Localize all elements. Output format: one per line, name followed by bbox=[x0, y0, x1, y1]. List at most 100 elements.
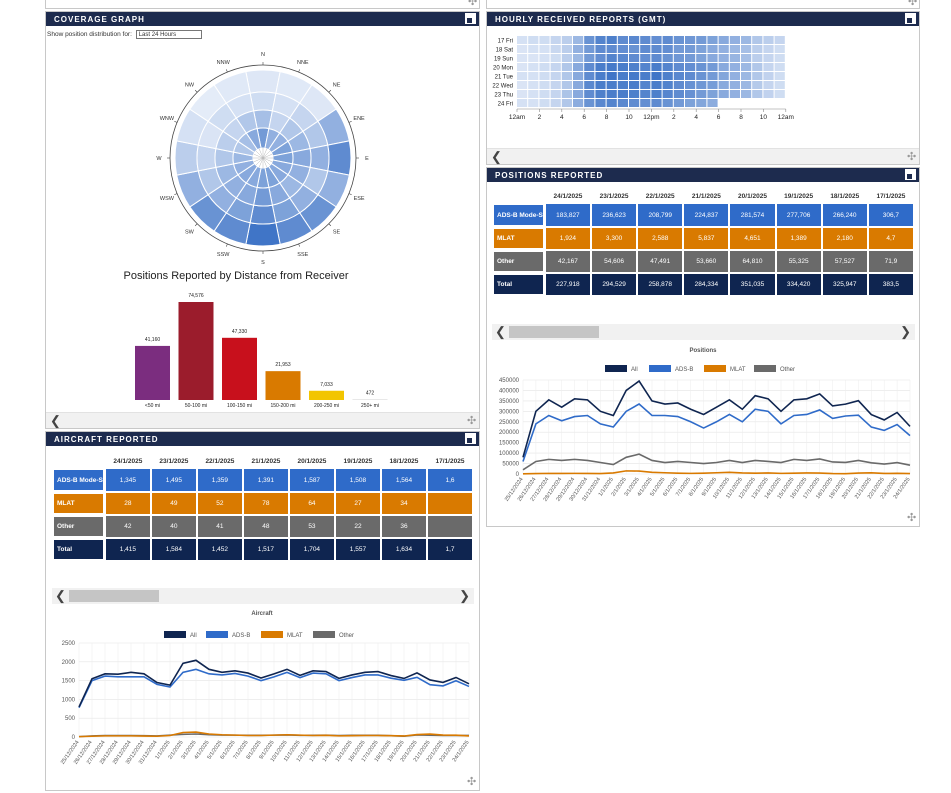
maximize-icon[interactable] bbox=[465, 13, 476, 24]
table-cell: 53 bbox=[289, 516, 334, 537]
direction-tick bbox=[194, 223, 198, 227]
table-cell: 236,623 bbox=[592, 204, 637, 226]
table-cell: 1,584 bbox=[151, 539, 196, 560]
table-cell: 284,334 bbox=[684, 274, 729, 295]
heatmap-cell bbox=[662, 81, 673, 89]
resize-handle[interactable]: ✣ bbox=[468, 0, 478, 8]
previous-panel-strip-right: ✣ bbox=[486, 0, 920, 9]
heatmap-cell bbox=[774, 54, 785, 62]
direction-label: W bbox=[156, 156, 162, 162]
rose-spoke bbox=[262, 150, 271, 159]
hourly-heatmap: 17 Fri 18 Sat 19 Sun 20 Mon 21 Tue 22 Wed 23 T… bbox=[492, 36, 794, 121]
resize-handle[interactable]: ✣ bbox=[907, 151, 917, 163]
heatmap-cell bbox=[539, 72, 550, 80]
heatmap-cell bbox=[741, 63, 752, 71]
scroll-left-icon[interactable]: ❮ bbox=[491, 149, 502, 164]
chart-title: Positions bbox=[689, 348, 717, 354]
bar-category-label: 150-200 mi bbox=[270, 403, 295, 409]
aircraft-table-scrollbar[interactable]: ❮ ❯ bbox=[52, 588, 474, 604]
coverage-rose-chart: N NNE NE ENE E ESE SE SSE S SSW SW WSW W WNW NW NNW bbox=[156, 52, 369, 266]
heatmap-cell bbox=[752, 54, 763, 62]
aircraft-reported-panel: AIRCRAFT REPORTED 24/1/2025 23/1/2025 22/1… bbox=[45, 431, 480, 791]
y-tick-label: 500 bbox=[65, 716, 76, 722]
heatmap-cell bbox=[539, 36, 550, 44]
scroll-thumb[interactable] bbox=[69, 590, 159, 602]
resize-handle[interactable]: ✣ bbox=[467, 415, 477, 427]
heatmap-cell bbox=[550, 63, 561, 71]
heatmap-cell bbox=[752, 81, 763, 89]
table-cell: 1,452 bbox=[197, 539, 242, 560]
date-header: 24/1/2025 bbox=[113, 457, 143, 465]
date-header: 22/1/2025 bbox=[645, 192, 675, 200]
table-cell: 227,918 bbox=[545, 274, 590, 295]
bar-category-label: 50-100 mi bbox=[185, 403, 207, 409]
period-select[interactable]: Last 24 Hours bbox=[135, 30, 202, 39]
heatmap-cell bbox=[640, 45, 651, 53]
heatmap-cell bbox=[662, 36, 673, 44]
heatmap-cell bbox=[718, 90, 729, 98]
direction-label: WSW bbox=[160, 196, 175, 202]
heatmap-cell bbox=[673, 99, 684, 107]
heatmap-hour-label: 4 bbox=[694, 114, 698, 121]
heatmap-cell bbox=[606, 36, 617, 44]
heatmap-cell bbox=[651, 90, 662, 98]
heatmap-cell bbox=[528, 72, 539, 80]
heatmap-hour-label: 12pm bbox=[643, 114, 659, 121]
positions-table-viewport: 24/1/2025 23/1/2025 22/1/2025 21/1/2025 20/1… bbox=[491, 188, 915, 306]
direction-label: ESE bbox=[354, 196, 365, 202]
heatmap-cell bbox=[685, 81, 696, 89]
heatmap-cell bbox=[662, 90, 673, 98]
scroll-left-icon[interactable]: ❮ bbox=[495, 324, 506, 339]
direction-label: NNW bbox=[217, 60, 231, 66]
rose-segment bbox=[309, 144, 330, 172]
resize-handle[interactable]: ✣ bbox=[467, 776, 477, 788]
heatmap-cell bbox=[617, 72, 628, 80]
coverage-graph-panel: COVERAGE GRAPH Show position distributio… bbox=[45, 11, 480, 429]
heatmap-cell bbox=[528, 81, 539, 89]
heatmap-cell bbox=[584, 54, 595, 62]
scroll-right-icon[interactable]: ❯ bbox=[459, 588, 470, 603]
heatmap-cell bbox=[573, 45, 584, 53]
aircraft-line-chart: Aircraft All ADS-B MLAT Other 0 500 1000 1500 200… bbox=[60, 611, 471, 766]
table-cell: 42,167 bbox=[545, 251, 590, 272]
date-header: 22/1/2025 bbox=[205, 457, 235, 465]
rose-segment bbox=[249, 204, 277, 225]
aircraft-table-viewport: 24/1/2025 23/1/2025 22/1/2025 21/1/2025 20/1… bbox=[51, 453, 474, 571]
y-tick-label: 250000 bbox=[499, 420, 520, 426]
resize-handle[interactable]: ✣ bbox=[908, 0, 918, 8]
scroll-left-icon[interactable]: ❮ bbox=[55, 588, 66, 603]
heatmap-cell bbox=[741, 45, 752, 53]
maximize-icon[interactable] bbox=[905, 169, 916, 180]
heatmap-cell bbox=[718, 72, 729, 80]
heatmap-cell bbox=[752, 63, 763, 71]
table-cell: 48 bbox=[243, 516, 288, 537]
heatmap-cell bbox=[763, 45, 774, 53]
scroll-thumb[interactable] bbox=[509, 326, 599, 338]
heatmap-cell bbox=[617, 99, 628, 107]
resize-handle[interactable]: ✣ bbox=[907, 512, 917, 524]
table-cell: 3,300 bbox=[592, 228, 637, 249]
row-label: MLAT bbox=[53, 493, 104, 514]
coverage-scrollbar[interactable]: ❮ ✣ bbox=[46, 412, 479, 428]
y-tick-label: 400000 bbox=[499, 388, 520, 394]
table-cell: 266,240 bbox=[822, 204, 867, 226]
legend-label: MLAT bbox=[730, 367, 746, 373]
heatmap-cell bbox=[640, 63, 651, 71]
y-tick-label: 150000 bbox=[499, 441, 520, 447]
hourly-scrollbar[interactable]: ❮ ✣ bbox=[487, 148, 919, 164]
direction-tick bbox=[328, 223, 332, 227]
positions-table-scrollbar[interactable]: ❮ ❯ bbox=[492, 324, 915, 340]
heatmap-hour-label: 2 bbox=[538, 114, 542, 121]
heatmap-cell bbox=[528, 54, 539, 62]
maximize-icon[interactable] bbox=[465, 433, 476, 444]
heatmap-cell bbox=[763, 81, 774, 89]
scroll-left-icon[interactable]: ❮ bbox=[50, 413, 61, 428]
heatmap-cell bbox=[629, 72, 640, 80]
maximize-icon[interactable] bbox=[905, 13, 916, 24]
y-tick-label: 100000 bbox=[499, 451, 520, 457]
scroll-right-icon[interactable]: ❯ bbox=[900, 324, 911, 339]
table-row: ADS-B Mode-S 183,827 236,623 208,799 224,837… bbox=[493, 204, 913, 226]
table-cell: 4,651 bbox=[730, 228, 775, 249]
table-cell: 325,947 bbox=[822, 274, 867, 295]
heatmap-cell bbox=[685, 36, 696, 44]
